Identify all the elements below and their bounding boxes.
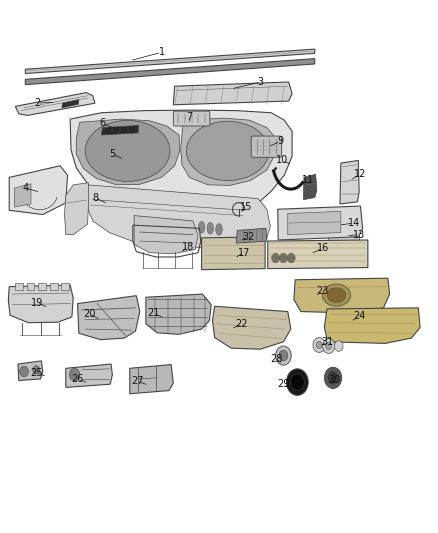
Text: 22: 22 xyxy=(235,319,248,329)
Text: 32: 32 xyxy=(242,232,255,242)
Circle shape xyxy=(286,369,308,395)
Polygon shape xyxy=(278,206,363,240)
Polygon shape xyxy=(146,294,211,334)
Circle shape xyxy=(272,253,279,263)
Polygon shape xyxy=(212,306,291,349)
Text: 17: 17 xyxy=(238,248,251,258)
FancyBboxPatch shape xyxy=(251,136,282,157)
Text: 14: 14 xyxy=(348,218,360,228)
Text: 16: 16 xyxy=(317,244,328,254)
Text: 26: 26 xyxy=(71,374,84,384)
Ellipse shape xyxy=(216,223,222,235)
Ellipse shape xyxy=(186,121,269,181)
Text: 13: 13 xyxy=(353,230,365,240)
Circle shape xyxy=(328,372,338,384)
Polygon shape xyxy=(64,183,88,235)
Text: 5: 5 xyxy=(109,149,116,159)
Ellipse shape xyxy=(322,284,351,306)
Polygon shape xyxy=(340,160,359,204)
Circle shape xyxy=(324,367,342,389)
Text: 25: 25 xyxy=(30,368,42,377)
FancyBboxPatch shape xyxy=(61,284,69,290)
Text: 12: 12 xyxy=(354,169,367,179)
Text: 21: 21 xyxy=(148,308,160,318)
Polygon shape xyxy=(201,237,265,270)
Polygon shape xyxy=(8,285,73,322)
Polygon shape xyxy=(102,125,138,135)
Text: 27: 27 xyxy=(131,376,143,386)
FancyBboxPatch shape xyxy=(328,229,360,245)
FancyBboxPatch shape xyxy=(173,111,210,126)
Circle shape xyxy=(290,374,304,391)
Text: 29: 29 xyxy=(277,379,290,389)
Polygon shape xyxy=(70,110,292,223)
Circle shape xyxy=(20,366,28,377)
Circle shape xyxy=(316,341,322,349)
Polygon shape xyxy=(9,166,67,215)
Polygon shape xyxy=(237,228,267,243)
Text: 7: 7 xyxy=(186,112,193,122)
Text: 18: 18 xyxy=(181,243,194,253)
Text: 6: 6 xyxy=(99,118,106,128)
Circle shape xyxy=(334,341,343,351)
Circle shape xyxy=(276,346,291,365)
Ellipse shape xyxy=(85,120,170,181)
Text: 4: 4 xyxy=(22,183,28,193)
Polygon shape xyxy=(62,100,79,108)
Polygon shape xyxy=(25,49,315,74)
Circle shape xyxy=(279,350,288,361)
Circle shape xyxy=(313,337,325,352)
Text: 2: 2 xyxy=(34,98,40,108)
Text: 9: 9 xyxy=(278,136,284,147)
Text: 8: 8 xyxy=(92,192,98,203)
FancyBboxPatch shape xyxy=(27,284,35,290)
Polygon shape xyxy=(173,82,292,105)
Circle shape xyxy=(69,368,80,381)
Polygon shape xyxy=(76,119,180,185)
FancyBboxPatch shape xyxy=(39,284,46,290)
Text: 23: 23 xyxy=(316,286,329,296)
Ellipse shape xyxy=(207,222,214,234)
Polygon shape xyxy=(14,184,31,207)
Polygon shape xyxy=(15,93,95,115)
Polygon shape xyxy=(25,59,315,85)
Ellipse shape xyxy=(327,288,346,303)
Polygon shape xyxy=(268,240,368,269)
Text: 15: 15 xyxy=(240,202,252,212)
Text: 19: 19 xyxy=(31,297,43,308)
Text: 11: 11 xyxy=(302,174,314,184)
Polygon shape xyxy=(66,364,113,387)
Polygon shape xyxy=(87,185,270,247)
Text: 1: 1 xyxy=(159,47,165,57)
Circle shape xyxy=(287,253,295,263)
Polygon shape xyxy=(134,216,198,254)
Circle shape xyxy=(279,253,287,263)
Polygon shape xyxy=(130,365,173,394)
Circle shape xyxy=(322,338,335,353)
Text: 30: 30 xyxy=(328,375,340,385)
Circle shape xyxy=(33,366,40,374)
Polygon shape xyxy=(304,174,317,200)
FancyBboxPatch shape xyxy=(50,284,58,290)
Polygon shape xyxy=(324,308,420,343)
Text: 31: 31 xyxy=(321,337,334,348)
Polygon shape xyxy=(78,296,140,340)
Text: 28: 28 xyxy=(270,354,283,364)
Polygon shape xyxy=(294,278,390,313)
Text: 24: 24 xyxy=(353,311,365,321)
Ellipse shape xyxy=(198,221,205,233)
Polygon shape xyxy=(18,361,43,381)
Text: 20: 20 xyxy=(83,309,95,319)
FancyBboxPatch shape xyxy=(15,284,23,290)
Text: 3: 3 xyxy=(258,77,264,87)
Circle shape xyxy=(325,342,332,350)
Polygon shape xyxy=(181,118,276,185)
Polygon shape xyxy=(288,212,341,235)
Text: 10: 10 xyxy=(276,156,288,165)
